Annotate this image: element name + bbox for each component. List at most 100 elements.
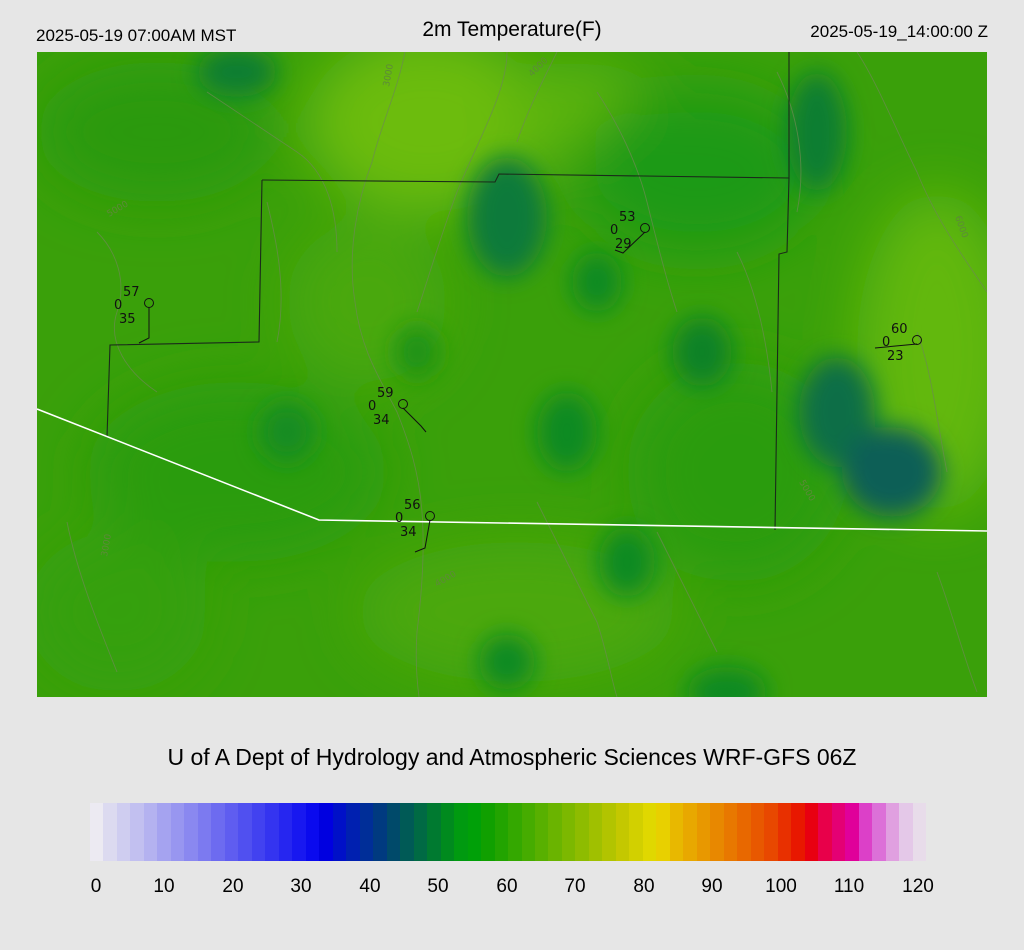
colorbar-tick-label: 100 [765, 876, 797, 897]
station-temperature: 57 [123, 285, 140, 300]
colorbar-segment [157, 803, 171, 861]
colorbar-segment [602, 803, 616, 861]
colorbar-segment [804, 803, 819, 861]
station-dewpoint: 23 [887, 349, 904, 364]
colorbar-segment [656, 803, 670, 861]
state-border [37, 408, 987, 532]
station-dewpoint: 29 [615, 237, 632, 252]
colorbar-segment [440, 803, 455, 861]
colorbar-segment [116, 803, 131, 861]
contour-label: 3000 [382, 63, 396, 88]
colorbar-tick-label: 50 [427, 876, 449, 897]
county-boundaries [106, 52, 790, 531]
station-cloud-cover: 0 [114, 298, 122, 313]
colorbar-segment [278, 803, 293, 861]
station-temperature: 60 [891, 322, 908, 337]
colorbar-segment [184, 803, 198, 861]
colorbar-segment [481, 803, 495, 861]
colorbar-tick-label: 0 [90, 876, 102, 897]
colorbar-segment [872, 803, 886, 861]
colorbar-segment [615, 803, 630, 861]
colorbar-segment [831, 803, 846, 861]
station-temperature: 56 [404, 498, 421, 513]
station-dewpoint: 34 [373, 413, 390, 428]
wind-barb [874, 343, 918, 349]
contour-label: 3000 [100, 533, 114, 558]
colorbar-segment [912, 803, 927, 861]
wind-barb [414, 519, 431, 553]
colorbar-tick-label: 120 [902, 876, 934, 897]
colorbar-segment [170, 803, 185, 861]
station-temperature: 53 [619, 210, 636, 225]
colorbar-segment [319, 803, 333, 861]
colorbar-segment [683, 803, 697, 861]
colorbar-segment [791, 803, 805, 861]
colorbar-segment [224, 803, 239, 861]
wind-barb [138, 307, 150, 344]
colorbar-segment [548, 803, 562, 861]
colorbar-tick-label: 20 [222, 876, 244, 897]
station-cloud-cover: 0 [610, 223, 618, 238]
colorbar-segment [629, 803, 643, 861]
station-cloud-cover: 0 [882, 335, 890, 350]
wind-barb [402, 407, 427, 433]
colorbar-segment [292, 803, 306, 861]
local-time-label: 2025-05-19 07:00AM MST [36, 26, 237, 45]
colorbar-segment [400, 803, 414, 861]
temperature-map: 3000 4000 5000 6000 5000 3000 4000 57 0 35 53 0 29 6… [37, 52, 987, 697]
colorbar-segment [467, 803, 482, 861]
colorbar-segment [818, 803, 832, 861]
colorbar-tick-label: 10 [153, 876, 175, 897]
colorbar-ticks: 0 10 20 30 40 50 60 70 80 90 100 110 120 [0, 876, 1024, 902]
map-title: 2m Temperature(F) [422, 18, 602, 41]
credit-line: U of A Dept of Hydrology and Atmospheric… [167, 744, 857, 770]
station-dewpoint: 34 [400, 525, 417, 540]
colorbar-segment [197, 803, 212, 861]
colorbar-tick-label: 80 [633, 876, 655, 897]
colorbar-segment [346, 803, 360, 861]
colorbar-segment [764, 803, 778, 861]
colorbar-segment [508, 803, 522, 861]
colorbar-tick-label: 110 [833, 876, 865, 897]
colorbar-segment [103, 803, 117, 861]
colorbar-segment [130, 803, 144, 861]
colorbar-segment [885, 803, 900, 861]
colorbar-segment [265, 803, 279, 861]
colorbar-segment [534, 803, 549, 861]
terrain-contours [66, 52, 987, 697]
colorbar-segment [373, 803, 387, 861]
colorbar-segment [454, 803, 468, 861]
colorbar-segment [211, 803, 225, 861]
colorbar-segment [90, 803, 104, 861]
wind-barb [614, 231, 646, 254]
colorbar-tick-label: 70 [564, 876, 586, 897]
colorbar-segment [858, 803, 873, 861]
colorbar-segment [251, 803, 266, 861]
colorbar-segment [386, 803, 401, 861]
colorbar-segment [642, 803, 657, 861]
colorbar-segment [750, 803, 765, 861]
colorbar-segment [669, 803, 684, 861]
colorbar-segment [575, 803, 589, 861]
temperature-colorbar [90, 803, 927, 861]
colorbar-tick-label: 90 [701, 876, 723, 897]
colorbar-segment [427, 803, 441, 861]
colorbar-segment [305, 803, 320, 861]
colorbar-segment [588, 803, 603, 861]
valid-time-label: 2025-05-19_14:00:00 Z [810, 22, 988, 41]
colorbar-segment [332, 803, 347, 861]
colorbar-segment [494, 803, 509, 861]
colorbar-segment [359, 803, 374, 861]
colorbar-segment [521, 803, 535, 861]
colorbar-segment [723, 803, 738, 861]
colorbar-segment [899, 803, 913, 861]
colorbar-segment [561, 803, 576, 861]
